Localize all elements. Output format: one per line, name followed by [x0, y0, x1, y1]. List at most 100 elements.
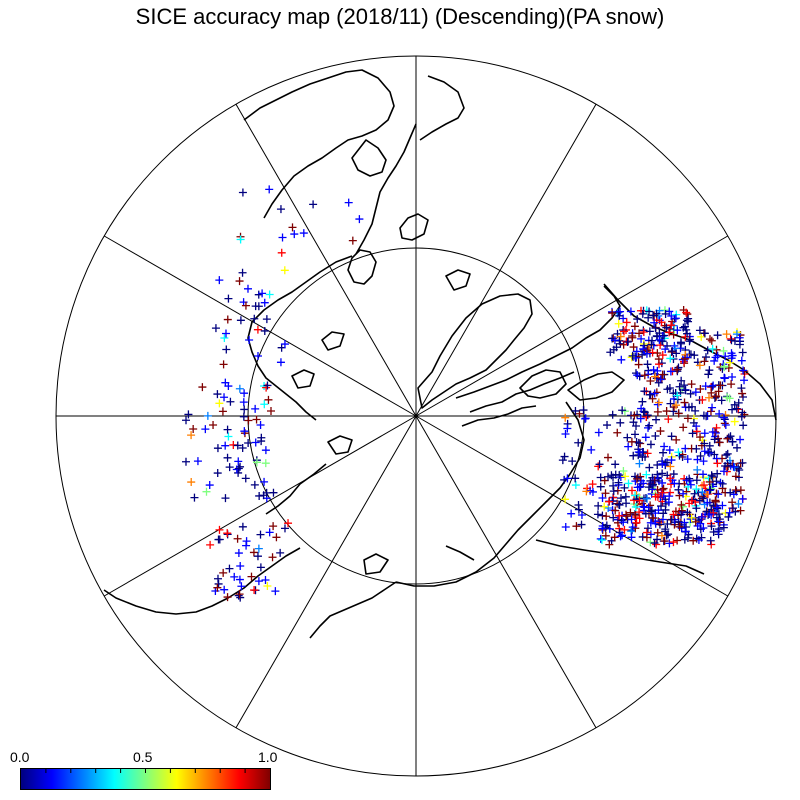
- accuracy-marker: [235, 575, 244, 584]
- accuracy-marker: [738, 458, 747, 467]
- accuracy-marker: [691, 517, 700, 526]
- accuracy-marker: [667, 515, 676, 524]
- accuracy-marker: [348, 236, 357, 245]
- accuracy-marker: [615, 511, 624, 520]
- accuracy-marker: [202, 487, 211, 496]
- accuracy-marker: [604, 497, 613, 506]
- accuracy-marker: [729, 462, 738, 471]
- accuracy-marker: [290, 230, 299, 239]
- accuracy-marker: [640, 371, 649, 380]
- accuracy-marker: [277, 248, 286, 257]
- accuracy-marker: [661, 309, 670, 318]
- accuracy-marker: [707, 471, 716, 480]
- accuracy-marker: [726, 334, 735, 343]
- accuracy-marker: [704, 370, 713, 379]
- accuracy-marker: [650, 318, 659, 327]
- accuracy-marker: [658, 370, 667, 379]
- accuracy-marker: [655, 520, 664, 529]
- accuracy-marker: [630, 411, 639, 420]
- accuracy-marker: [657, 318, 666, 327]
- accuracy-marker: [633, 315, 642, 324]
- accuracy-marker: [653, 366, 662, 375]
- accuracy-marker: [633, 483, 642, 492]
- accuracy-marker: [713, 331, 722, 340]
- accuracy-marker: [652, 415, 661, 424]
- accuracy-marker: [651, 431, 660, 440]
- coastline-svalbard: [347, 213, 471, 291]
- accuracy-marker: [571, 481, 580, 490]
- accuracy-marker: [620, 483, 629, 492]
- accuracy-marker: [266, 407, 275, 416]
- accuracy-marker: [238, 522, 247, 531]
- accuracy-marker: [684, 317, 693, 326]
- accuracy-marker: [280, 524, 289, 533]
- accuracy-marker: [649, 311, 658, 320]
- accuracy-marker: [654, 378, 663, 387]
- accuracy-marker: [730, 417, 739, 426]
- accuracy-marker: [739, 421, 748, 430]
- accuracy-marker: [667, 321, 676, 330]
- accuracy-marker: [715, 409, 724, 418]
- accuracy-marker: [664, 415, 673, 424]
- accuracy-marker: [620, 525, 629, 534]
- accuracy-marker: [702, 507, 711, 516]
- accuracy-marker: [251, 302, 260, 311]
- coastline-canadian-archipelago: [455, 285, 625, 427]
- accuracy-marker: [617, 355, 626, 364]
- accuracy-marker: [710, 435, 719, 444]
- accuracy-marker: [596, 534, 605, 543]
- accuracy-marker: [665, 328, 674, 337]
- accuracy-marker: [699, 457, 708, 466]
- accuracy-marker: [606, 348, 615, 357]
- accuracy-marker: [708, 403, 717, 412]
- accuracy-marker: [714, 517, 723, 526]
- accuracy-marker: [653, 400, 662, 409]
- accuracy-marker: [256, 563, 265, 572]
- accuracy-marker: [614, 500, 623, 509]
- accuracy-marker: [627, 437, 636, 446]
- accuracy-marker: [244, 416, 253, 425]
- accuracy-marker: [705, 449, 714, 458]
- accuracy-marker: [732, 404, 741, 413]
- accuracy-marker: [712, 477, 721, 486]
- accuracy-marker: [710, 356, 719, 365]
- accuracy-marker: [728, 437, 737, 446]
- accuracy-marker: [243, 284, 252, 293]
- accuracy-marker: [181, 457, 190, 466]
- accuracy-marker: [648, 348, 657, 357]
- accuracy-marker: [182, 416, 191, 425]
- accuracy-marker: [736, 435, 745, 444]
- accuracy-marker: [261, 575, 270, 584]
- accuracy-marker: [276, 548, 285, 557]
- accuracy-marker: [258, 289, 267, 298]
- accuracy-marker: [623, 433, 632, 442]
- accuracy-marker: [616, 494, 625, 503]
- accuracy-marker: [594, 501, 603, 510]
- meridian-line: [415, 415, 729, 597]
- accuracy-marker: [670, 403, 679, 412]
- graticule: [55, 55, 777, 777]
- accuracy-marker: [605, 540, 614, 549]
- accuracy-marker: [265, 290, 274, 299]
- accuracy-marker: [645, 463, 654, 472]
- accuracy-marker: [234, 591, 243, 600]
- accuracy-marker: [701, 353, 710, 362]
- accuracy-marker: [223, 593, 232, 602]
- accuracy-marker: [577, 511, 586, 520]
- accuracy-marker: [660, 537, 669, 546]
- accuracy-marker: [628, 523, 637, 532]
- accuracy-marker: [193, 457, 202, 466]
- accuracy-marker: [254, 290, 263, 299]
- accuracy-marker: [661, 345, 670, 354]
- accuracy-marker: [251, 438, 260, 447]
- accuracy-marker: [627, 515, 636, 524]
- accuracy-marker: [685, 337, 694, 346]
- accuracy-marker: [187, 478, 196, 487]
- accuracy-marker: [714, 387, 723, 396]
- accuracy-marker: [700, 357, 709, 366]
- accuracy-marker: [221, 329, 230, 338]
- accuracy-marker: [727, 354, 736, 363]
- accuracy-marker: [737, 384, 746, 393]
- accuracy-marker: [238, 268, 247, 277]
